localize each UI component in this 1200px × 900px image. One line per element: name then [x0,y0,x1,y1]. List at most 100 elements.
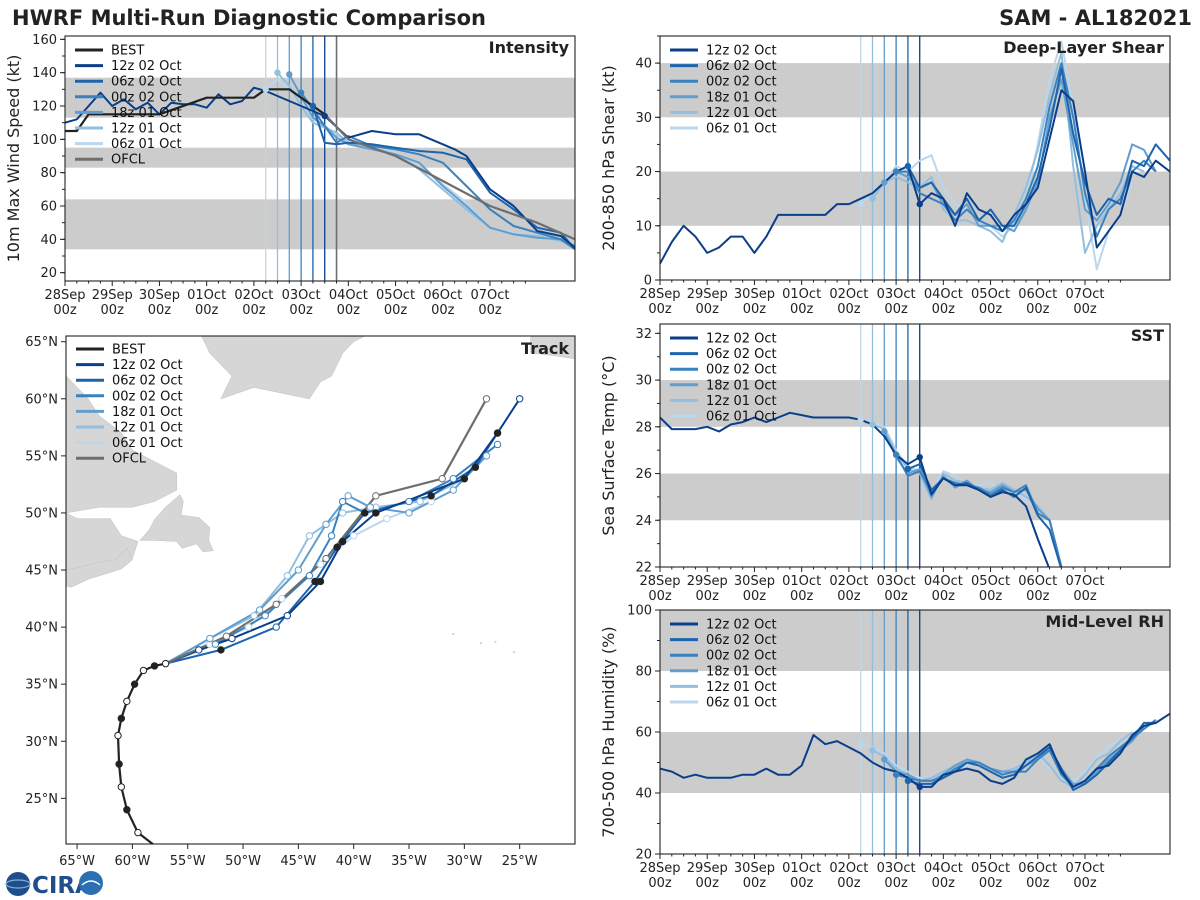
track-series-best [116,662,166,844]
sst-init-marker [904,465,912,473]
track-position-marker [244,623,253,631]
track-position-marker [427,492,435,500]
land-azores [494,640,497,644]
track-position-marker [161,659,170,668]
track-position-marker [272,623,280,631]
sst-init-marker [869,421,876,428]
track-position-marker [372,492,380,500]
intensity-threshold-band [65,199,575,250]
shear-init-marker [857,200,864,208]
sst-xtick-label: 29Sep 00z [687,574,728,604]
shear-series-06z-02-oct [907,67,1170,227]
track-position-marker [383,514,391,523]
legend-label-18z-01-oct: 18z 01 Oct [706,90,777,105]
intensity-xtick-label: 03Oct 00z [282,288,321,318]
legend-label-06z-01-oct: 06z 01 Oct [111,137,182,152]
shear-series-12z-02-oct [660,89,1170,265]
legend-label-06z-01-oct: 06z 01 Oct [706,122,777,137]
legend-label-18z-01-oct: 18z 01 Oct [111,106,182,121]
sst-threshold-band [660,380,1170,427]
track-position-marker [449,474,457,483]
sst-ytick-label: 22 [635,561,652,576]
track-xtick-label: 45°W [280,854,316,869]
track-position-marker [261,611,269,620]
track-ytick-label: 30°N [25,735,58,750]
legend-label-12z-01-oct: 12z 01 Oct [706,394,777,409]
track-position-marker [482,452,491,460]
track-position-marker [338,497,347,506]
rh-xtick-label: 29Sep 00z [687,861,728,891]
shear-xtick-label: 02Oct 00z [829,287,868,317]
figure-title: HWRF Multi-Run Diagnostic Comparison [12,6,486,30]
shear-xtick-label: 01Oct 00z [782,287,821,317]
shear-ytick-label: 10 [635,219,652,234]
intensity-xtick-label: 04Oct 00z [329,288,368,318]
legend-label-06z-02-oct: 06z 02 Oct [112,374,183,389]
intensity-series-00z-02-oct [300,92,575,251]
track-xtick-label: 40°W [336,854,372,869]
track-position-marker [416,497,424,506]
shear-xtick-label: 05Oct 00z [971,287,1010,317]
legend-label-00z-02-oct: 00z 02 Oct [111,90,182,105]
sst-ytick-label: 28 [635,420,652,435]
track-position-marker [217,646,225,654]
track-ytick-label: 25°N [25,792,58,807]
shear-xtick-label: 03Oct 00z [877,287,916,317]
track-position-marker [482,395,491,403]
sst-xtick-label: 02Oct 00z [829,574,868,604]
track-ytick-label: 45°N [25,564,58,579]
legend-label-00z-02-oct: 00z 02 Oct [706,75,777,90]
rh-series-06z-02-oct [907,721,1156,791]
shear-init-marker [892,168,900,175]
track-position-marker [283,572,292,580]
track-position-marker [114,731,122,740]
legend-label-06z-01-oct: 06z 01 Oct [706,696,777,711]
intensity-init-marker [262,86,269,93]
track-xtick-label: 35°W [391,854,427,869]
intensity-xtick-label: 02Oct 00z [234,288,273,318]
legend-label-12z-02-oct: 12z 02 Oct [706,332,777,347]
shear-ytick-label: 40 [635,57,652,72]
rh-xtick-label: 30Sep 00z [734,861,775,891]
rh-xtick-label: 05Oct 00z [971,861,1010,891]
shear-ytick-label: 30 [635,111,652,126]
track-ytick-label: 60°N [25,392,58,407]
logo-wave-icon [81,880,101,886]
rh-panel-title: Mid-Level RH [1045,612,1164,631]
shear-xtick-label: 30Sep 00z [734,287,775,317]
track-xtick-label: 25°W [502,854,538,869]
rh-series-12z-02-oct [660,712,1170,788]
track-xtick-label: 30°W [446,854,482,869]
rh-xtick-label: 03Oct 00z [877,861,916,891]
intensity-xtick-label: 07Oct 00z [470,288,509,318]
legend-label-06z-02-oct: 06z 02 Oct [706,347,777,362]
shear-ylabel: 200-850 hPa Shear (kt) [599,65,618,251]
land-iceland [530,336,575,360]
intensity-xtick-label: 05Oct 00z [376,288,415,318]
track-position-marker [366,503,374,511]
track-position-marker [211,640,220,648]
intensity-ytick-label: 60 [40,200,57,215]
track-series-ofcl [165,398,488,665]
track-position-marker [294,566,303,574]
track-ytick-label: 65°N [25,335,58,350]
track-ytick-label: 55°N [25,449,58,464]
logo-globe-icon [6,872,30,896]
intensity-series-06z-02-oct [311,105,575,250]
track-position-marker [438,474,446,483]
track-position-marker [117,783,126,791]
track-ytick-label: 50°N [25,506,58,521]
shear-panel-title: Deep-Layer Shear [1003,38,1164,57]
sst-init-marker [916,453,923,461]
rh-xtick-label: 06Oct 00z [1018,861,1057,891]
track-position-marker [250,611,258,620]
land-nova-scotia [66,547,133,588]
intensity-init-marker [309,102,317,110]
track-position-marker [361,509,369,517]
shear-xtick-label: 29Sep 00z [687,287,728,317]
track-position-marker [372,509,380,517]
